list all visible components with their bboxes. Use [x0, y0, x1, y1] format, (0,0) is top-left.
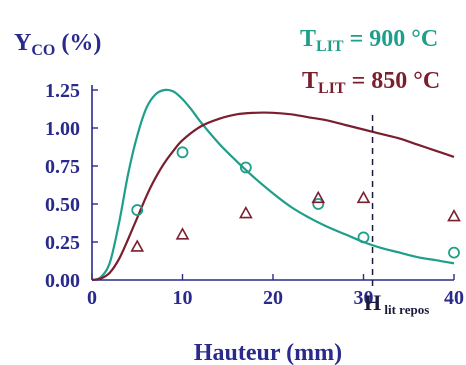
x-tick-label: 0	[87, 287, 97, 309]
measured-point-850	[175, 227, 190, 240]
measured-point-850	[130, 239, 145, 252]
axes	[91, 85, 454, 281]
x-axis-label: Hauteur (mm)	[194, 340, 342, 365]
measured-point-850	[311, 190, 326, 204]
model-curves	[91, 88, 455, 282]
y-tick-label: 1.00	[45, 118, 80, 140]
vline-label: H lit repos	[364, 290, 429, 317]
x-tick-label: 20	[263, 287, 283, 309]
x-tick-label: 40	[444, 287, 464, 309]
measured-point-850	[447, 209, 461, 222]
measured-point-900	[448, 246, 460, 259]
measured-point-900	[312, 198, 325, 210]
measured-point-850	[238, 205, 253, 219]
y-tick-label: 0.75	[45, 156, 80, 178]
legend-850: TLIT = 850 °C	[302, 68, 440, 97]
y-ticks: 0.00 0.25 0.50 0.75 1.00 1.25	[45, 80, 98, 292]
measured-point-850	[356, 190, 371, 204]
y-tick-label: 0.50	[45, 194, 80, 216]
x-tick-label: 10	[173, 287, 193, 309]
y-axis-label: YCO (%)	[14, 30, 101, 59]
measured-points	[130, 146, 461, 259]
y-tick-label: 0.00	[45, 270, 80, 292]
measured-point-900	[357, 231, 370, 244]
model-curve-850	[91, 111, 455, 282]
measured-point-900	[239, 161, 252, 174]
model-curve-900	[91, 88, 455, 282]
x-ticks: 0 10 20 30 40	[87, 274, 464, 309]
x-tick-label: 30	[354, 287, 374, 309]
y-tick-label: 1.25	[45, 80, 80, 102]
y-tick-label: 0.25	[45, 232, 80, 254]
measured-point-900	[176, 146, 189, 159]
measured-point-900	[131, 204, 144, 216]
legend-900: TLIT = 900 °C	[300, 26, 438, 55]
